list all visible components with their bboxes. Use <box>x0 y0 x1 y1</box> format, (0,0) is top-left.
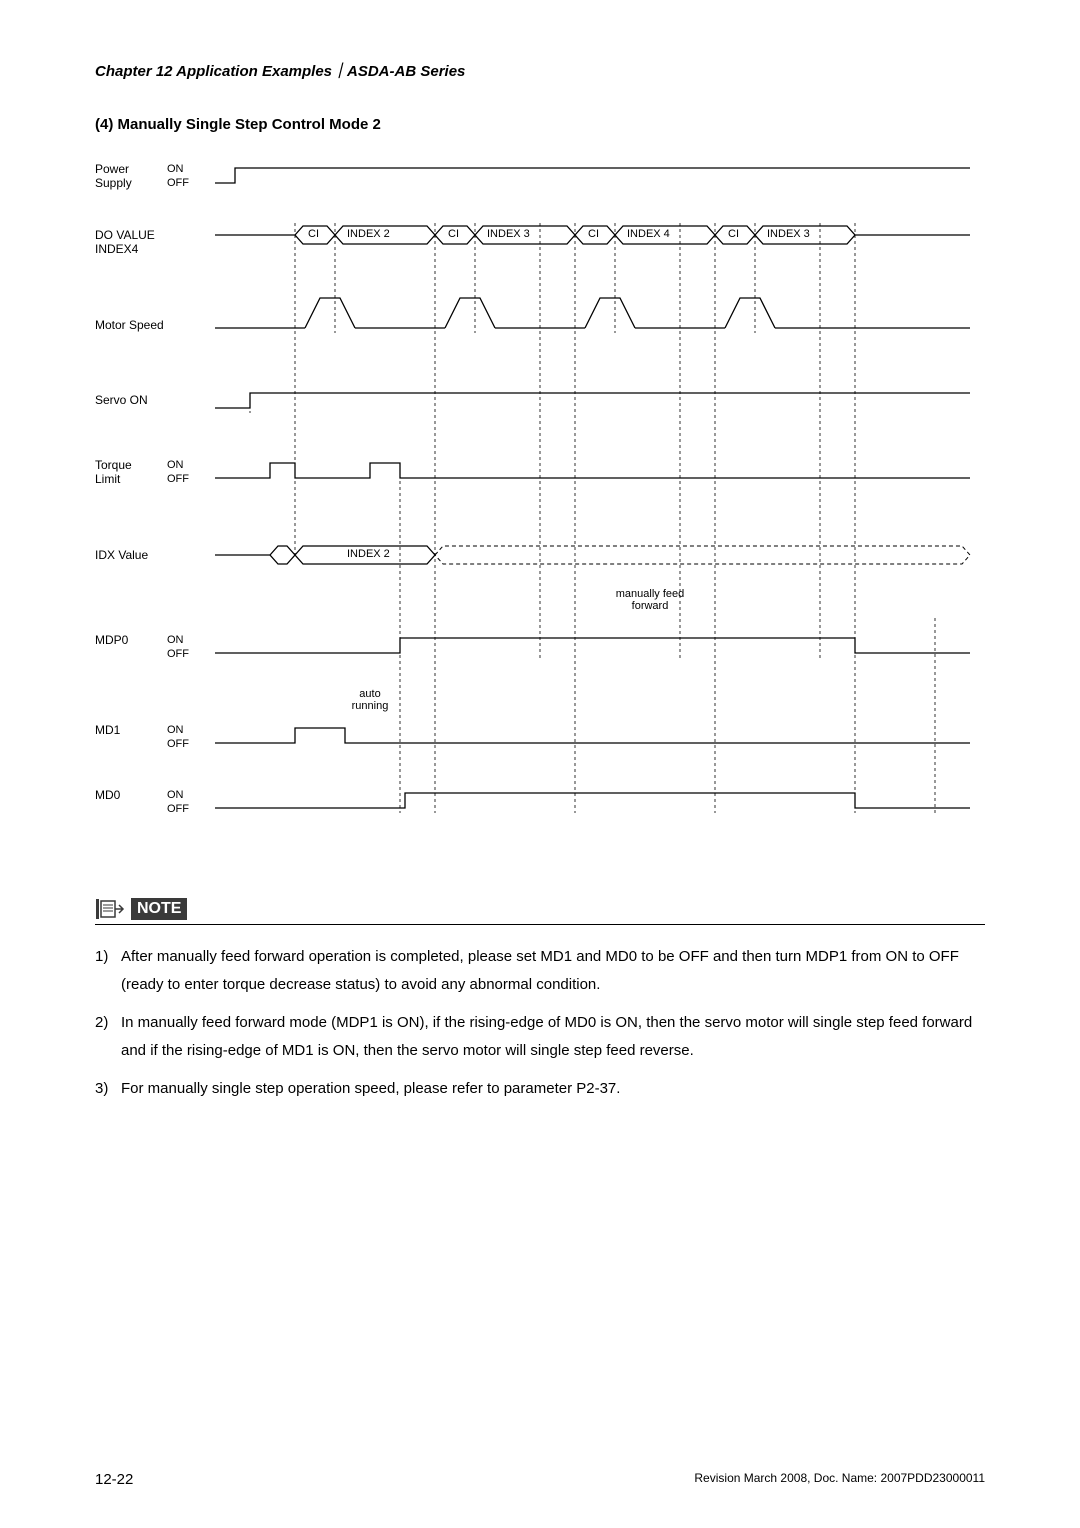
onoff-md1: ONOFF <box>167 723 189 751</box>
page-footer: 12-22 Revision March 2008, Doc. Name: 20… <box>95 1471 985 1488</box>
onoff-power: ONOFF <box>167 162 189 190</box>
revision-text: Revision March 2008, Doc. Name: 2007PDD2… <box>694 1471 985 1488</box>
hexlabel-6: CI <box>728 228 739 240</box>
timing-diagram: PowerSupply ONOFF DO VALUEINDEX4 Motor S… <box>95 158 985 838</box>
label-power: PowerSupply <box>95 162 132 190</box>
label-idx: IDX Value <box>95 548 148 562</box>
label-servo: Servo ON <box>95 393 148 407</box>
note-item: For manually single step operation speed… <box>95 1075 985 1103</box>
label-motor: Motor Speed <box>95 318 164 332</box>
anno-auto-running: autorunning <box>335 688 405 712</box>
label-torque: TorqueLimit <box>95 458 132 486</box>
note-header: NOTE <box>95 898 985 925</box>
note-icon <box>95 898 125 920</box>
hexlabel-4: CI <box>588 228 599 240</box>
onoff-torque: ONOFF <box>167 458 189 486</box>
onoff-mdp0: ONOFF <box>167 633 189 661</box>
timing-svg <box>95 158 985 838</box>
onoff-md0: ONOFF <box>167 788 189 816</box>
hexlabel-5: INDEX 4 <box>627 228 670 240</box>
label-mdp0: MDP0 <box>95 633 128 647</box>
label-md1: MD1 <box>95 723 120 737</box>
label-dovalue: DO VALUEINDEX4 <box>95 228 155 256</box>
note-list: After manually feed forward operation is… <box>95 943 985 1103</box>
label-md0: MD0 <box>95 788 120 802</box>
chapter-header: Chapter 12 Application Examples｜ASDA-AB … <box>95 60 985 81</box>
anno-manual-fwd: manually feedforward <box>605 588 695 612</box>
note-badge: NOTE <box>131 898 187 920</box>
page-number: 12-22 <box>95 1471 133 1488</box>
hexlabel-3: INDEX 3 <box>487 228 530 240</box>
hexlabel-2: CI <box>448 228 459 240</box>
note-item: In manually feed forward mode (MDP1 is O… <box>95 1009 985 1065</box>
hexlabel-7: INDEX 3 <box>767 228 810 240</box>
hexlabel-1: INDEX 2 <box>347 228 390 240</box>
hexlabel-0: CI <box>308 228 319 240</box>
note-item: After manually feed forward operation is… <box>95 943 985 999</box>
section-title: (4) Manually Single Step Control Mode 2 <box>95 116 985 133</box>
idx-box-label: INDEX 2 <box>347 548 390 560</box>
